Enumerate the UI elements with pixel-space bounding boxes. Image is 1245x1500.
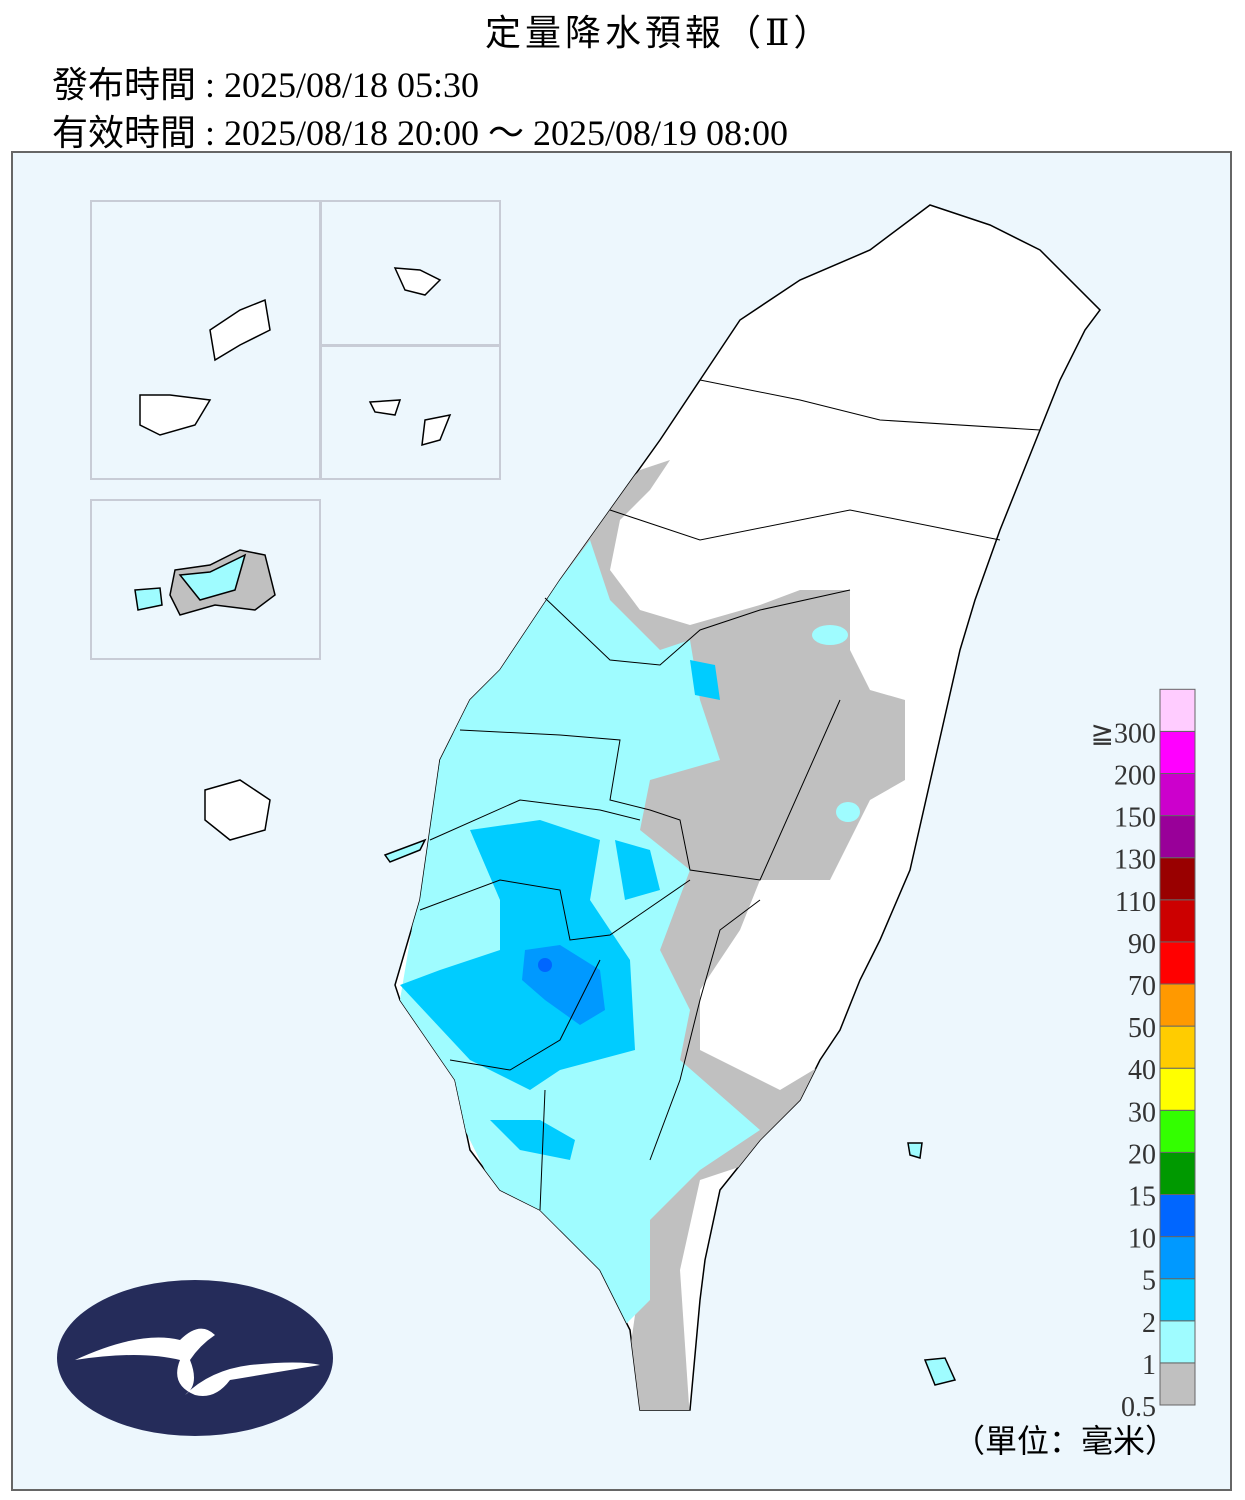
legend: 0.5 1 2 5 10 15 20 30 40 50 70 90 110 130 150 200 ≧300 <box>1091 688 1196 1423</box>
legend-swatch <box>1159 1362 1196 1406</box>
legend-label: 150 <box>1114 803 1156 834</box>
legend-label: 90 <box>1128 929 1156 960</box>
islands <box>134 267 957 1386</box>
legend-swatch <box>1159 1025 1196 1069</box>
legend-label: 5 <box>1142 1266 1156 1297</box>
legend-label: 110 <box>1115 887 1156 918</box>
legend-label: 1 <box>1142 1350 1156 1381</box>
valid-time: 有效時間 : 2025/08/18 20:00 ～ 2025/08/19 08:… <box>52 113 789 153</box>
legend-swatch <box>1159 1320 1196 1364</box>
issue-time: 發布時間 : 2025/08/18 05:30 <box>52 65 480 105</box>
legend-label: 15 <box>1128 1182 1156 1213</box>
legend-unit: （單位：毫米） <box>953 1423 1177 1459</box>
title: 定量降水預報（Ⅱ） <box>485 13 834 53</box>
legend-swatch <box>1159 899 1196 943</box>
legend-swatch <box>1159 1067 1196 1111</box>
legend-label: 200 <box>1114 761 1156 792</box>
legend-label: ≧300 <box>1091 718 1156 749</box>
legend-label: 30 <box>1128 1097 1156 1128</box>
legend-label: 2 <box>1142 1308 1156 1339</box>
legend-swatch <box>1159 688 1196 732</box>
legend-label: 20 <box>1128 1139 1156 1170</box>
legend-swatch <box>1159 730 1196 775</box>
legend-swatch <box>1159 773 1196 817</box>
legend-swatch <box>1159 1109 1196 1153</box>
county-borders <box>419 379 1041 1211</box>
legend-label: 10 <box>1128 1224 1156 1255</box>
legend-swatch <box>1159 1151 1196 1196</box>
legend-label: 130 <box>1114 845 1156 876</box>
legend-swatch <box>1159 815 1196 859</box>
legend-swatch <box>1159 1278 1196 1322</box>
legend-label: 70 <box>1128 971 1156 1002</box>
rain-areas <box>400 460 905 1410</box>
legend-swatch <box>1159 1194 1196 1238</box>
legend-label: 40 <box>1128 1055 1156 1086</box>
legend-label: 0.5 <box>1121 1392 1156 1423</box>
legend-swatch <box>1159 983 1196 1027</box>
legend-swatch <box>1159 1236 1196 1280</box>
insets <box>90 200 501 660</box>
cwa-logo <box>57 1280 333 1436</box>
legend-swatch <box>1159 857 1196 901</box>
legend-swatch <box>1159 941 1196 985</box>
legend-label: 50 <box>1128 1013 1156 1044</box>
